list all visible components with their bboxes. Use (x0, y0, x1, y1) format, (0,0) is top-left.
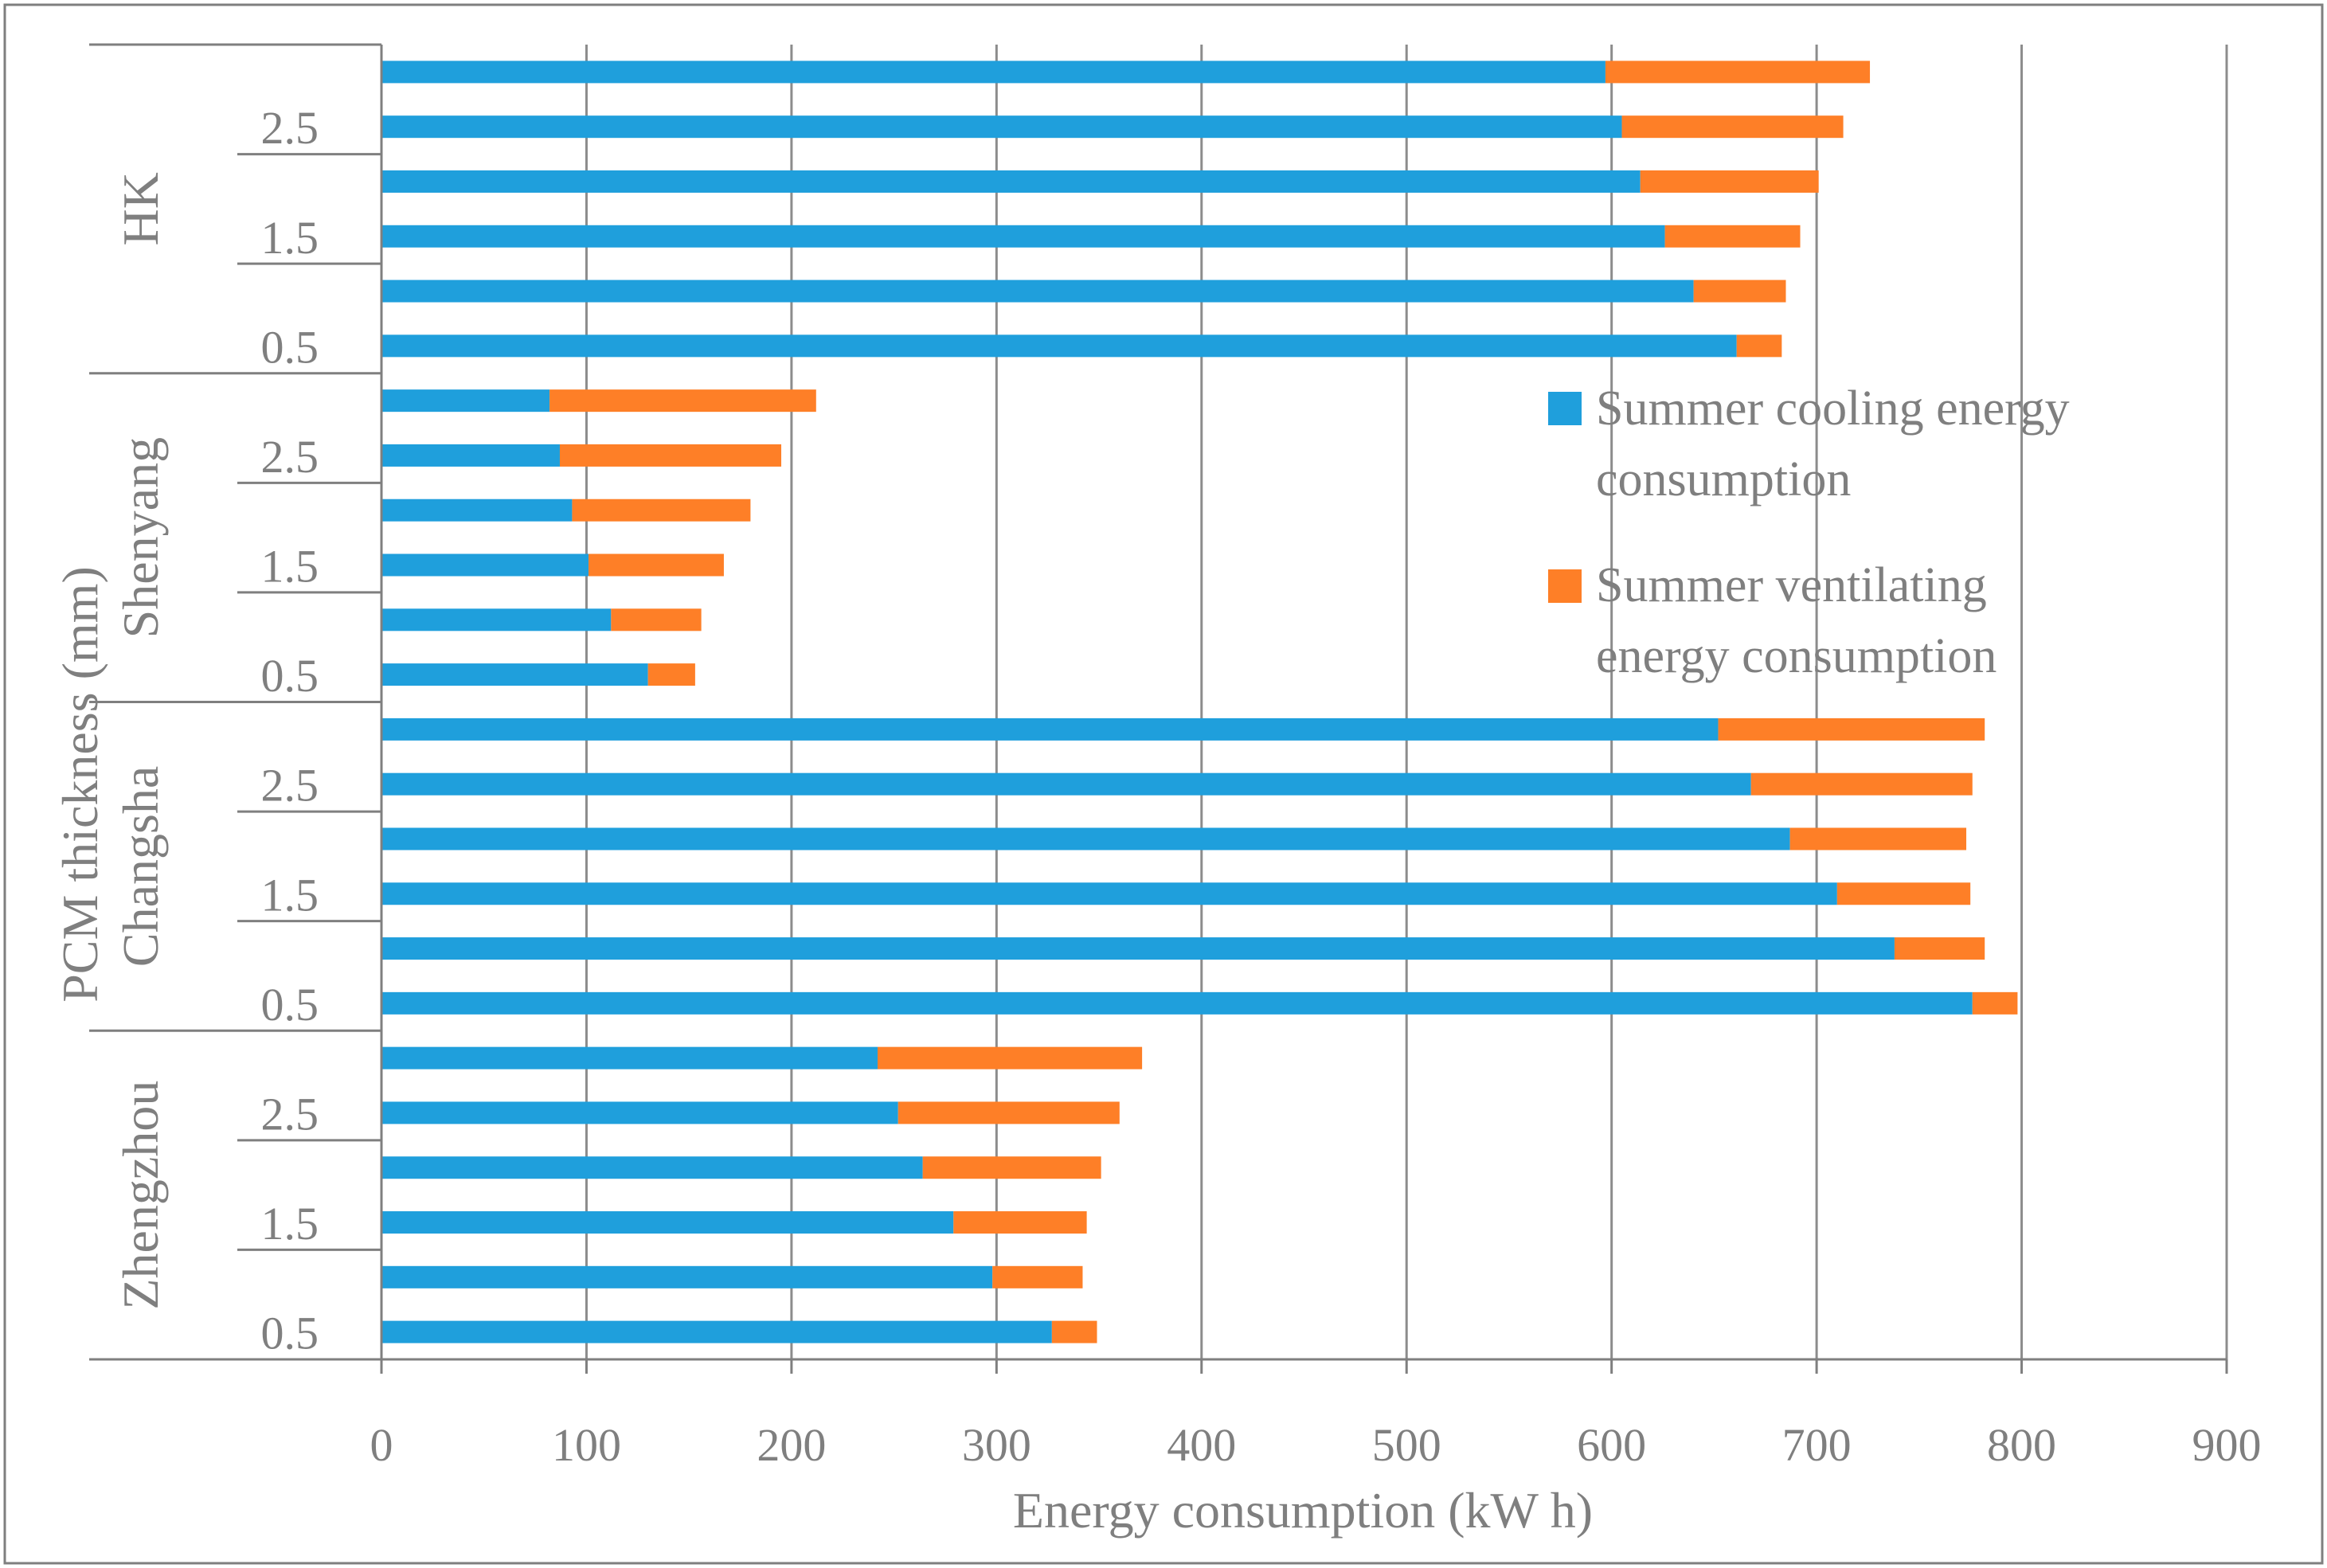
bar-ventilating-changsha-1 (1750, 772, 1973, 796)
thickness-label-changsha-1: 1.5 (261, 869, 319, 921)
bar-ventilating-hk-1 (1621, 115, 1844, 139)
x-tick-label-800: 800 (1987, 1419, 2056, 1471)
bar-cooling-hk-4 (381, 280, 1694, 303)
bar-ventilating-zhengzhou-3 (953, 1211, 1087, 1234)
x-tick-label-400: 400 (1167, 1419, 1236, 1471)
bar-ventilating-shenyang-4 (611, 608, 702, 632)
bar-cooling-zhengzhou-3 (381, 1211, 954, 1234)
bar-ventilating-changsha-5 (1972, 991, 2018, 1015)
thickness-label-changsha-0: 2.5 (261, 760, 319, 811)
bar-cooling-hk-3 (381, 225, 1665, 248)
legend: Summer cooling energy consumption Summer… (1548, 381, 2070, 683)
bar-cooling-changsha-0 (381, 718, 1719, 741)
y-labels: 2.5 1.5 0.5 HK 2.5 1.5 0.5 Shenyang 2.5 1.5 0.5 Cha… (112, 102, 319, 1359)
bar-ventilating-zhengzhou-5 (1051, 1320, 1097, 1343)
bar-ventilating-hk-2 (1640, 170, 1819, 193)
thickness-label-shenyang-1: 1.5 (261, 541, 319, 592)
bar-cooling-changsha-1 (381, 772, 1751, 796)
thickness-label-hk-2: 0.5 (261, 321, 319, 373)
thickness-label-zhengzhou-2: 0.5 (261, 1308, 319, 1359)
bar-ventilating-zhengzhou-0 (878, 1046, 1143, 1069)
bar-ventilating-shenyang-3 (589, 553, 724, 577)
axes (89, 43, 2228, 1374)
bar-ventilating-changsha-0 (1718, 718, 1985, 741)
bar-cooling-changsha-3 (381, 882, 1837, 905)
gridlines (585, 45, 2228, 1359)
bar-cooling-zhengzhou-0 (381, 1046, 878, 1069)
x-tick-label-500: 500 (1372, 1419, 1441, 1471)
bar-ventilating-hk-3 (1664, 225, 1801, 248)
thickness-label-shenyang-2: 0.5 (261, 650, 319, 702)
bar-cooling-zhengzhou-5 (381, 1320, 1052, 1343)
bar-ventilating-changsha-4 (1894, 937, 1985, 960)
bars (381, 61, 2018, 1343)
bar-cooling-changsha-2 (381, 827, 1790, 850)
bar-ventilating-zhengzhou-2 (922, 1156, 1101, 1179)
thickness-label-hk-1: 1.5 (261, 212, 319, 264)
legend-label-cooling-line2: consumption (1596, 452, 1851, 506)
bar-ventilating-hk-4 (1693, 280, 1786, 303)
city-label-changsha: Changsha (112, 766, 169, 967)
bar-cooling-hk-0 (381, 61, 1605, 84)
bar-ventilating-shenyang-5 (647, 663, 695, 686)
legend-swatch-cooling (1548, 392, 1582, 425)
bar-cooling-zhengzhou-2 (381, 1156, 923, 1179)
x-ticks: 0 100 200 300 400 500 600 700 800 900 (370, 1419, 2262, 1471)
x-tick-label-600: 600 (1577, 1419, 1646, 1471)
city-label-shenyang: Shenyang (112, 437, 169, 638)
bar-cooling-hk-5 (381, 334, 1737, 358)
bar-cooling-changsha-5 (381, 991, 1973, 1015)
bar-cooling-shenyang-4 (381, 608, 612, 632)
thickness-label-hk-0: 2.5 (261, 102, 319, 154)
bar-ventilating-shenyang-0 (549, 389, 816, 413)
thickness-label-changsha-2: 0.5 (261, 979, 319, 1030)
bar-ventilating-hk-5 (1736, 334, 1782, 358)
bar-ventilating-shenyang-2 (572, 499, 751, 522)
bar-ventilating-zhengzhou-1 (898, 1101, 1120, 1124)
bar-cooling-hk-2 (381, 170, 1641, 193)
bar-cooling-shenyang-0 (381, 389, 550, 413)
x-tick-label-0: 0 (370, 1419, 393, 1471)
bar-cooling-zhengzhou-1 (381, 1101, 898, 1124)
bar-ventilating-shenyang-1 (559, 444, 782, 467)
x-tick-label-700: 700 (1782, 1419, 1852, 1471)
bar-ventilating-zhengzhou-4 (992, 1265, 1083, 1288)
thickness-label-shenyang-0: 2.5 (261, 431, 319, 483)
bar-cooling-shenyang-1 (381, 444, 560, 467)
bar-cooling-hk-1 (381, 115, 1622, 139)
bar-cooling-shenyang-5 (381, 663, 648, 686)
city-label-hk: HK (112, 172, 169, 245)
city-label-zhengzhou: Zhengzhou (112, 1081, 169, 1310)
legend-label-ventilating-line2: energy consumption (1596, 629, 1997, 683)
bar-ventilating-hk-0 (1605, 61, 1871, 84)
x-tick-label-300: 300 (962, 1419, 1031, 1471)
bar-ventilating-changsha-2 (1789, 827, 1967, 850)
bar-ventilating-changsha-3 (1836, 882, 1971, 905)
bar-cooling-shenyang-3 (381, 553, 589, 577)
x-tick-label-900: 900 (2192, 1419, 2262, 1471)
y-axis-title: PCM thickness (mm) (52, 566, 108, 1003)
legend-swatch-ventilating (1548, 569, 1582, 603)
x-tick-label-200: 200 (757, 1419, 826, 1471)
legend-label-ventilating-line1: Summer ventilating (1596, 558, 1987, 612)
thickness-label-zhengzhou-0: 2.5 (261, 1088, 319, 1140)
bar-cooling-changsha-4 (381, 937, 1895, 960)
bar-cooling-zhengzhou-4 (381, 1265, 993, 1288)
bar-cooling-shenyang-2 (381, 499, 573, 522)
x-axis-title: Energy consumption (kW h) (1013, 1482, 1593, 1539)
legend-label-cooling-line1: Summer cooling energy (1596, 381, 2070, 436)
x-tick-label-100: 100 (552, 1419, 621, 1471)
thickness-label-zhengzhou-1: 1.5 (261, 1198, 319, 1249)
